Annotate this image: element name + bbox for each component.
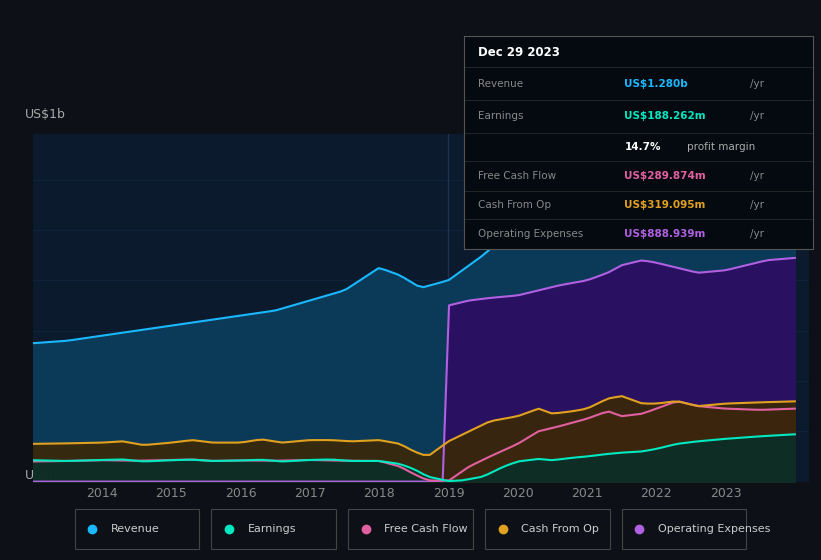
Text: 14.7%: 14.7% <box>624 142 661 152</box>
Text: Free Cash Flow: Free Cash Flow <box>384 524 468 534</box>
Text: US$188.262m: US$188.262m <box>624 111 706 121</box>
Text: US$289.874m: US$289.874m <box>624 171 706 181</box>
Text: /yr: /yr <box>750 171 764 181</box>
Text: /yr: /yr <box>750 111 764 121</box>
Text: Revenue: Revenue <box>478 80 523 89</box>
Text: US$888.939m: US$888.939m <box>624 229 706 239</box>
Text: US$319.095m: US$319.095m <box>624 200 706 210</box>
Text: US$1b: US$1b <box>25 108 66 120</box>
Text: Cash From Op: Cash From Op <box>521 524 599 534</box>
Text: Earnings: Earnings <box>248 524 296 534</box>
Text: Earnings: Earnings <box>478 111 523 121</box>
Text: Operating Expenses: Operating Expenses <box>478 229 583 239</box>
Text: Dec 29 2023: Dec 29 2023 <box>478 46 560 59</box>
Text: Cash From Op: Cash From Op <box>478 200 551 210</box>
Text: /yr: /yr <box>750 200 764 210</box>
Text: Free Cash Flow: Free Cash Flow <box>478 171 556 181</box>
Text: Operating Expenses: Operating Expenses <box>658 524 770 534</box>
Text: Revenue: Revenue <box>111 524 159 534</box>
Text: /yr: /yr <box>750 229 764 239</box>
Text: US$0: US$0 <box>25 469 58 482</box>
Text: US$1.280b: US$1.280b <box>624 80 688 89</box>
Text: /yr: /yr <box>750 80 764 89</box>
Text: profit margin: profit margin <box>687 142 755 152</box>
